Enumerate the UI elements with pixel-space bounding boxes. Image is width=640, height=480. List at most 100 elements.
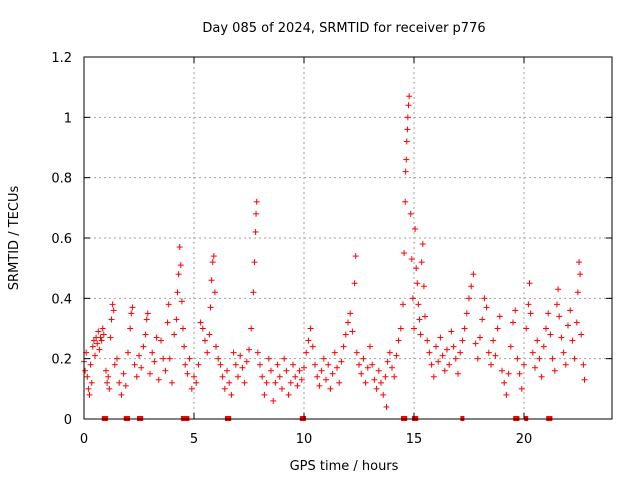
data-point [86,391,93,398]
data-point [402,168,409,175]
data-point [301,364,307,371]
data-point [345,319,351,326]
data-point [325,361,332,368]
data-point [353,349,360,356]
data-point [488,361,494,368]
data-point [219,373,226,380]
y-tick-label: 0.8 [51,172,72,187]
data-point [82,367,89,374]
data-point [263,379,270,386]
data-point [178,298,185,305]
data-point [279,385,285,392]
data-point [118,391,125,398]
data-point [499,367,505,374]
data-point [501,379,508,386]
x-tick-label: 15 [406,432,423,447]
data-point [186,355,193,362]
data-point [340,343,347,350]
data-point [226,379,233,386]
data-point [100,331,107,338]
data-point [106,385,113,392]
data-point [477,334,483,341]
data-point [239,364,246,371]
data-point [105,373,112,380]
data-point [221,385,228,392]
data-point [397,325,404,332]
data-point [532,364,538,371]
data-point [551,367,558,374]
data-point [207,304,214,311]
data-point [87,361,94,368]
data-point [281,355,288,362]
data-point [356,361,362,368]
data-point [405,102,412,109]
data-point [128,310,135,317]
data-point [140,343,147,350]
data-point [503,391,510,398]
data-point [331,349,338,356]
data-point [492,352,499,359]
data-point [133,373,140,380]
data-point [450,343,457,350]
data-point [224,367,230,374]
data-point [169,379,175,386]
data-point [430,373,437,380]
data-point [437,334,444,341]
data-point [149,349,156,356]
data-point [407,210,414,217]
data-point [395,337,402,344]
data-point [287,379,294,386]
data-point [191,373,197,380]
data-point [95,328,102,335]
data-point [507,343,514,350]
data-point [268,367,274,374]
data-point [215,355,222,362]
data-point [545,310,552,317]
data-point [358,370,365,377]
data-point [452,355,459,362]
data-point [418,259,425,266]
data-point [85,385,92,392]
data-point [411,325,417,332]
data-point [419,241,426,248]
data-point [393,352,400,359]
data-point [254,349,261,356]
data-point [261,391,268,398]
y-tick-label: 1.2 [51,51,72,66]
data-point [521,361,527,368]
data-point [505,370,512,377]
data-point [158,337,164,344]
data-point [406,93,413,100]
data-point [338,358,345,365]
data-point [470,271,477,278]
data-point [463,310,470,317]
data-point [305,337,312,344]
data-point [270,397,277,404]
x-tick-label: 10 [296,432,313,447]
data-point [514,355,521,362]
data-point [577,271,584,278]
data-point [540,343,547,350]
data-point [448,328,455,335]
data-point [98,337,105,344]
data-point [543,325,549,332]
data-point [412,225,419,232]
data-point [114,355,120,362]
data-point [413,265,420,272]
data-point [147,370,153,377]
data-point [171,331,178,338]
data-point [415,301,422,308]
data-point [391,373,398,380]
data-point [122,382,129,389]
data-point [142,331,149,338]
data-point [426,349,433,356]
data-point [420,283,427,290]
data-point [485,349,492,356]
data-point [378,379,384,386]
data-point [177,262,184,269]
data-point [176,244,183,251]
data-point [320,355,327,362]
data-point [455,370,461,377]
data-point [367,343,373,350]
